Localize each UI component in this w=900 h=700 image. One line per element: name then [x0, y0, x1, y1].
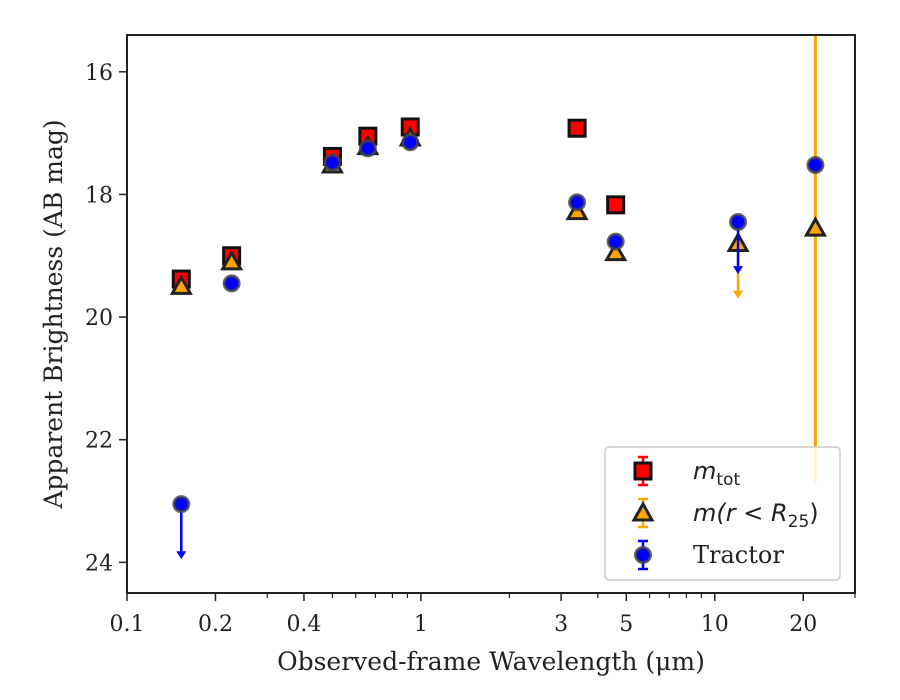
data-point — [220, 249, 244, 271]
legend-label: Tractor — [693, 541, 784, 569]
data-point — [606, 232, 625, 251]
x-tick-label: 5 — [619, 612, 633, 637]
legend-entry: Tractor — [634, 539, 784, 571]
x-tick-label: 1 — [414, 612, 428, 637]
legend-marker — [631, 500, 655, 522]
data-point — [604, 240, 628, 262]
legend-entry: m(r < R25) — [631, 497, 819, 532]
x-tick-label: 0.4 — [286, 612, 321, 637]
legend-marker — [634, 546, 652, 564]
legend-entry: mtot — [633, 455, 740, 490]
x-tick-label: 0.2 — [198, 612, 233, 637]
data-point — [806, 155, 825, 174]
data-point — [222, 274, 241, 293]
data-point — [729, 213, 748, 232]
x-tick-label: 20 — [789, 612, 817, 637]
legend-box — [604, 446, 841, 581]
y-tick-label: 24 — [85, 551, 113, 576]
data-point — [567, 118, 587, 138]
data-point — [401, 133, 420, 152]
plot-area — [169, 35, 827, 560]
x-tick-label: 3 — [554, 612, 568, 637]
data-point — [606, 195, 626, 215]
legend-label: m(r < R25) — [693, 499, 819, 532]
x-tick-label: 0.1 — [110, 612, 145, 637]
series-triangle — [169, 35, 827, 483]
legend-marker — [633, 461, 653, 481]
x-tick-label: 10 — [701, 612, 729, 637]
x-axis-label: Observed-frame Wavelength (μm) — [277, 647, 705, 676]
legend-label: mtot — [693, 457, 740, 490]
data-point — [358, 139, 377, 158]
legend: mtot m(r < R25) Tractor — [604, 446, 841, 581]
y-tick-label: 20 — [85, 306, 113, 331]
y-tick-label: 16 — [85, 61, 113, 86]
y-tick-label: 18 — [85, 183, 113, 208]
data-point — [803, 216, 827, 237]
data-point — [568, 193, 587, 212]
axes: 0.1 0.2 0.4 1 3 5 10 20 16 18 20 22 24 — [85, 34, 856, 637]
data-point — [169, 274, 193, 295]
series-square — [171, 117, 626, 289]
y-tick-label: 22 — [85, 429, 113, 454]
y-axis-label: Apparent Brightness (AB mag) — [39, 119, 68, 509]
data-point — [323, 153, 342, 172]
data-point — [172, 495, 191, 514]
series-circle — [172, 133, 825, 560]
plot-frame — [126, 34, 856, 594]
